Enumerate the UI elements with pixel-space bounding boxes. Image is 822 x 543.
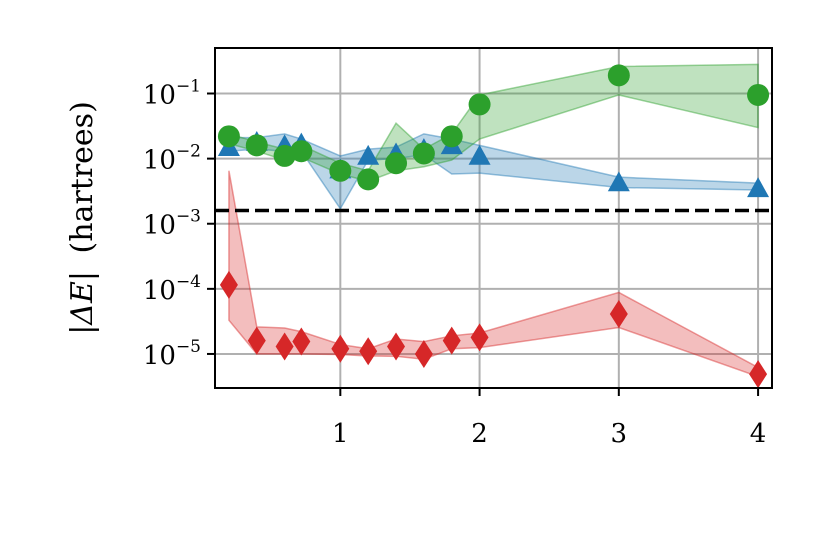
data-point-triangle bbox=[357, 144, 380, 165]
data-point-triangle bbox=[747, 177, 770, 198]
data-point-circle bbox=[245, 134, 268, 157]
x-tick-label: 3 bbox=[611, 419, 628, 449]
y-tick-label: 10−1 bbox=[143, 77, 201, 111]
y-axis-label: |ΔE| (hartrees) bbox=[65, 101, 100, 335]
data-point-diamond bbox=[470, 323, 489, 352]
band-diamond bbox=[228, 170, 759, 378]
data-markers bbox=[217, 64, 770, 389]
data-point-diamond bbox=[275, 332, 294, 361]
data-point-diamond bbox=[247, 326, 266, 355]
data-point-circle bbox=[440, 125, 463, 148]
data-point-circle bbox=[290, 140, 313, 163]
data-point-diamond bbox=[442, 326, 461, 355]
confidence-bands bbox=[228, 63, 759, 378]
y-axis-label-symbol: |ΔE| bbox=[65, 271, 100, 335]
data-point-circle bbox=[217, 125, 240, 148]
plot-frame bbox=[214, 47, 773, 389]
y-axis-label-unit: (hartrees) bbox=[65, 101, 100, 253]
data-point-circle bbox=[385, 152, 408, 175]
data-point-circle bbox=[273, 144, 296, 167]
data-point-triangle bbox=[468, 144, 491, 165]
data-point-diamond bbox=[292, 327, 311, 356]
data-point-diamond bbox=[331, 334, 350, 363]
data-point-diamond bbox=[359, 337, 378, 366]
data-point-diamond bbox=[387, 332, 406, 361]
data-point-circle bbox=[468, 93, 491, 116]
data-point-circle bbox=[747, 83, 770, 106]
data-point-diamond bbox=[219, 270, 238, 299]
data-point-diamond bbox=[749, 360, 768, 389]
y-tick-label: 10−4 bbox=[143, 272, 201, 306]
data-point-circle bbox=[607, 64, 630, 87]
x-tick-label: 2 bbox=[471, 419, 488, 449]
data-point-triangle bbox=[607, 171, 630, 192]
x-tick-label: 4 bbox=[750, 419, 767, 449]
data-point-circle bbox=[357, 168, 380, 191]
y-tick-label: 10−5 bbox=[143, 337, 201, 371]
data-point-circle bbox=[329, 159, 352, 182]
data-point-diamond bbox=[414, 339, 433, 368]
svg-text:|ΔE| (hartrees): |ΔE| (hartrees) bbox=[65, 101, 100, 335]
x-tick-label: 1 bbox=[332, 419, 349, 449]
axis-ticks: 1 2 3 4 10−5 10−4 10−3 10−2 10−1 bbox=[143, 77, 767, 449]
data-point-circle bbox=[412, 142, 435, 165]
data-point-diamond bbox=[609, 300, 628, 329]
y-tick-label: 10−2 bbox=[143, 142, 201, 176]
y-tick-label: 10−3 bbox=[143, 207, 201, 241]
